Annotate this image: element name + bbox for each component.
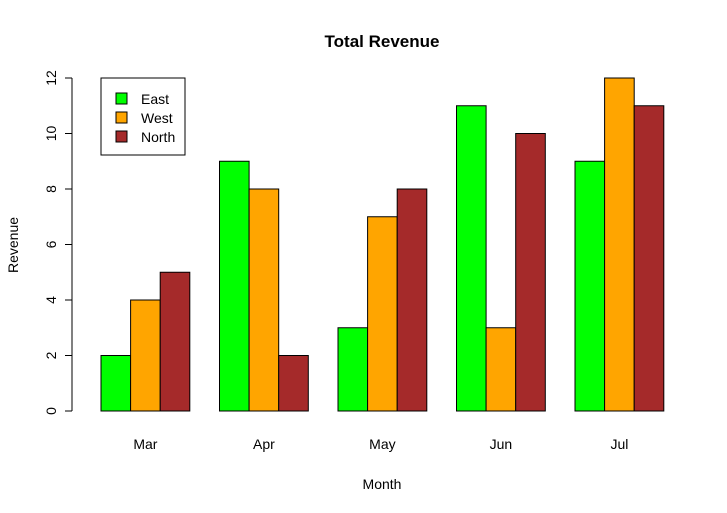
legend-swatch-east bbox=[115, 92, 128, 105]
y-tick-label: 2 bbox=[43, 351, 59, 359]
y-axis-label: Revenue bbox=[5, 217, 21, 273]
bar-east-mar bbox=[100, 355, 132, 412]
bar-west-mar bbox=[130, 299, 161, 412]
x-tick-label: Jul bbox=[610, 436, 628, 452]
legend-label: North bbox=[141, 129, 175, 145]
legend-swatch-north bbox=[115, 130, 128, 143]
bar-west-jul bbox=[604, 77, 635, 412]
bar-north-jul bbox=[633, 105, 665, 412]
y-tick-label: 12 bbox=[43, 70, 59, 86]
bar-east-may bbox=[337, 327, 369, 412]
legend-swatch-west bbox=[115, 111, 128, 124]
bar-west-jun bbox=[485, 327, 517, 412]
y-tick-label: 10 bbox=[43, 126, 59, 142]
chart-title: Total Revenue bbox=[325, 32, 440, 51]
y-tick-label: 6 bbox=[43, 240, 59, 248]
y-tick-label: 8 bbox=[43, 185, 59, 193]
x-tick-label: Jun bbox=[490, 436, 513, 452]
x-axis-label: Month bbox=[363, 476, 402, 492]
bar-west-apr bbox=[248, 188, 280, 412]
bar-east-apr bbox=[219, 160, 250, 412]
bar-west-may bbox=[367, 216, 398, 412]
x-tick-label: Mar bbox=[133, 436, 157, 452]
bar-east-jul bbox=[574, 160, 606, 412]
bar-north-jun bbox=[515, 133, 546, 412]
y-tick-label: 4 bbox=[43, 296, 59, 304]
legend-label: East bbox=[141, 91, 169, 107]
bar-north-mar bbox=[159, 271, 191, 412]
legend-box bbox=[100, 77, 186, 156]
bar-north-apr bbox=[278, 355, 309, 412]
legend-label: West bbox=[141, 110, 173, 126]
x-tick-label: May bbox=[369, 436, 395, 452]
x-tick-label: Apr bbox=[253, 436, 275, 452]
y-tick-label: 0 bbox=[43, 407, 59, 415]
bar-east-jun bbox=[456, 105, 487, 412]
bar-north-may bbox=[396, 188, 428, 412]
